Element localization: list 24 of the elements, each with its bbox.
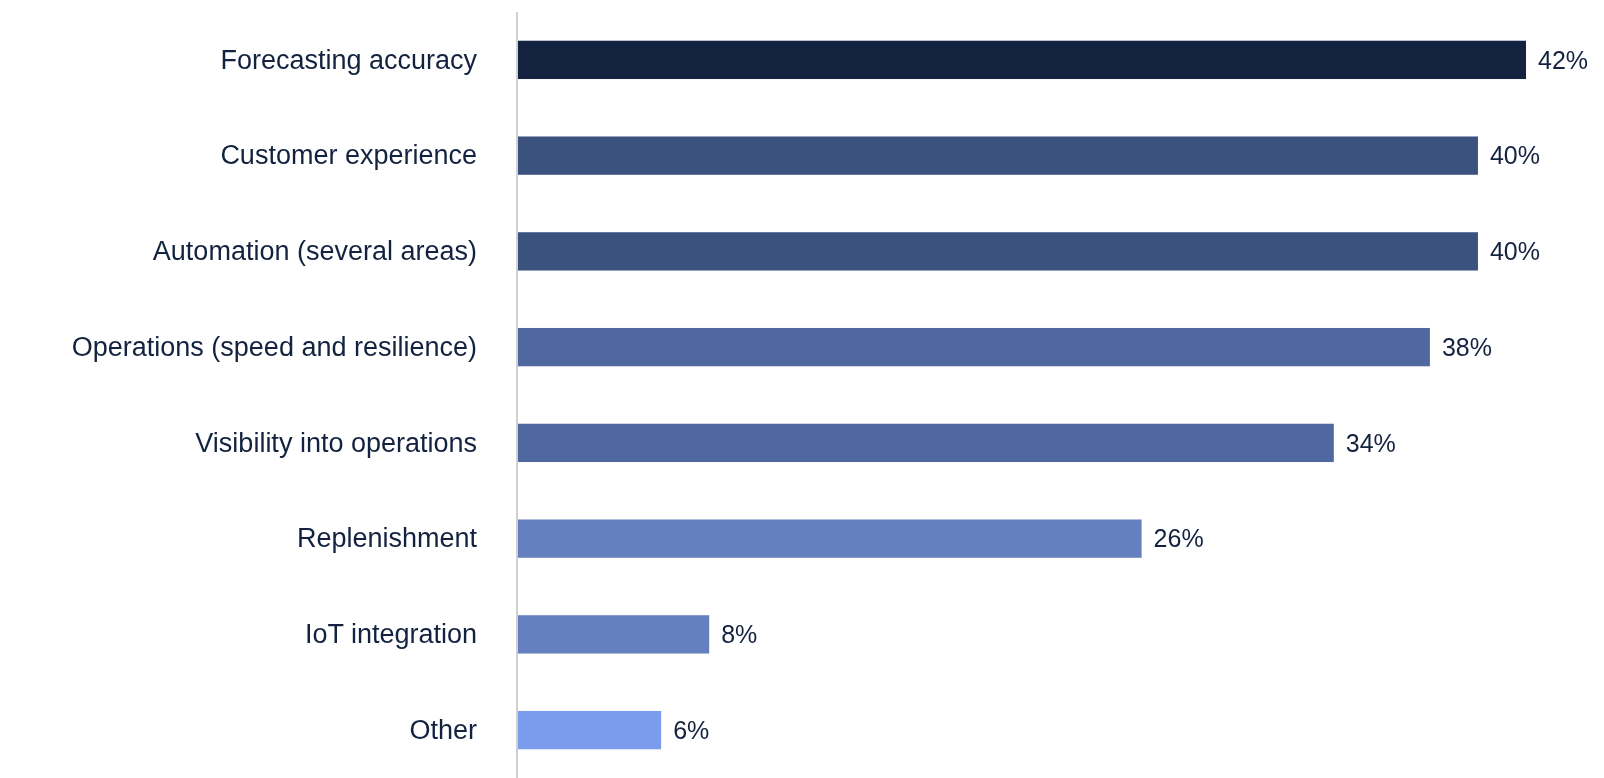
bar — [517, 615, 710, 654]
bar — [517, 327, 1430, 367]
bar — [517, 136, 1478, 175]
data-label: 40% — [1489, 237, 1540, 266]
y-tick-label: Customer experience — [220, 140, 477, 171]
data-label: 42% — [1538, 45, 1589, 74]
bar — [517, 232, 1478, 271]
y-tick-label: Operations (speed and resilience) — [71, 331, 477, 362]
data-label: 40% — [1489, 141, 1540, 170]
bar — [517, 40, 1526, 80]
y-tick-label: IoT integration — [304, 619, 477, 650]
y-tick-label: Replenishment — [296, 523, 478, 554]
y-tick-label: Visibility into operations — [195, 427, 477, 458]
bar — [517, 423, 1334, 463]
y-tick-label: Automation (several areas) — [152, 236, 477, 267]
data-label: 6% — [673, 715, 710, 744]
data-label: 38% — [1441, 332, 1492, 361]
bar — [517, 710, 662, 750]
y-tick-label: Forecasting accuracy — [220, 44, 478, 75]
data-label: 34% — [1345, 428, 1396, 457]
data-label: 8% — [721, 620, 758, 649]
y-tick-label: Other — [409, 714, 477, 745]
data-label: 26% — [1153, 524, 1204, 553]
bar — [517, 519, 1142, 558]
